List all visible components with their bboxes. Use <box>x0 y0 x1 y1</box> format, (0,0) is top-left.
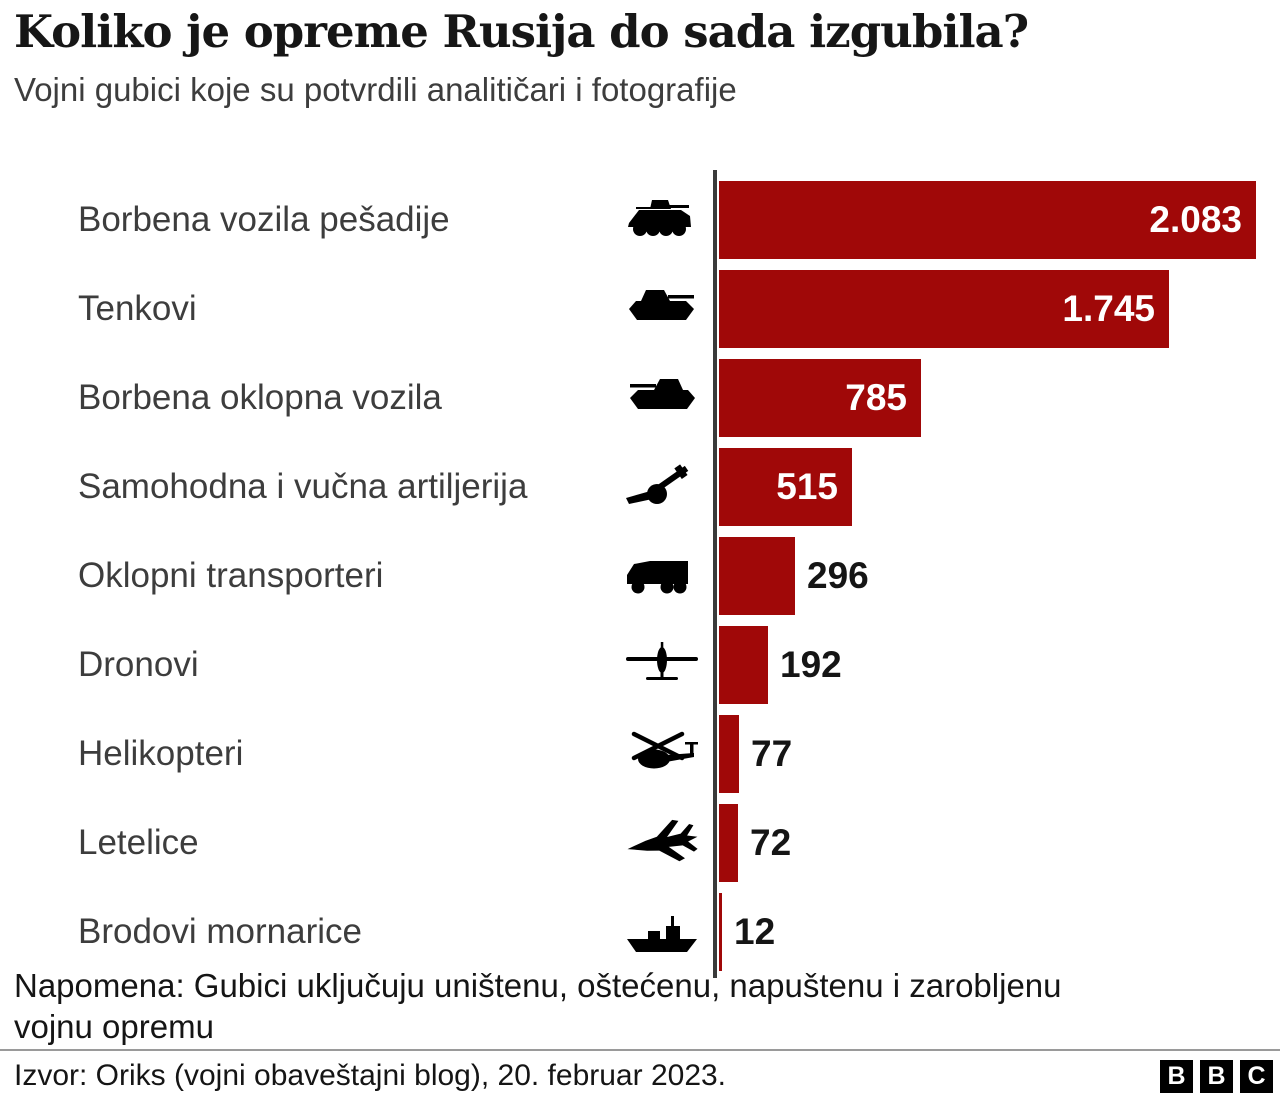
bbc-logo-letter-b2: B <box>1200 1059 1233 1093</box>
bar <box>719 893 722 971</box>
bar-area: 12 <box>719 893 1280 971</box>
tank-icon <box>622 285 702 333</box>
bar <box>719 626 768 704</box>
bar-area: 515 <box>719 448 1280 526</box>
source-text: Izvor: Oriks (vojni obaveštajni blog), 2… <box>14 1059 727 1092</box>
bar <box>719 804 738 882</box>
footnote-line2: vojnu opremu <box>14 1007 214 1045</box>
chart-row: Samohodna i vučna artiljerija 515 <box>0 448 1280 526</box>
infantry-fighting-vehicle-icon <box>622 196 702 244</box>
bar-area: 785 <box>719 359 1280 437</box>
bar-value-inside: 515 <box>776 466 838 507</box>
chart-rows: Borbena vozila pešadije 2.083 Tenkovi 1.… <box>0 181 1280 982</box>
bbc-logo-letter-b1: B <box>1160 1059 1193 1093</box>
bar: 1.745 <box>719 270 1169 348</box>
bar-value-inside: 785 <box>845 377 907 418</box>
bar <box>719 537 795 615</box>
bar-value-inside: 2.083 <box>1149 199 1242 240</box>
drone-icon <box>622 641 702 689</box>
bar-area: 1.745 <box>719 270 1280 348</box>
bar-value-outside: 12 <box>734 911 776 952</box>
navy-ship-icon <box>622 908 702 956</box>
bar: 2.083 <box>719 181 1256 259</box>
fighter-jet-icon <box>622 819 702 867</box>
bar: 785 <box>719 359 921 437</box>
armoured-fighting-vehicle-icon <box>622 374 702 422</box>
bar-value-inside: 1.745 <box>1062 288 1155 329</box>
chart-row: Dronovi 192 <box>0 626 1280 704</box>
bar-area: 77 <box>719 715 1280 793</box>
bar-area: 72 <box>719 804 1280 882</box>
bar <box>719 715 739 793</box>
page-subtitle: Vojni gubici koje su potvrdili analitiča… <box>14 70 737 108</box>
bar-value-outside: 192 <box>780 644 842 685</box>
chart-row: Borbena oklopna vozila 785 <box>0 359 1280 437</box>
category-label: Tenkovi <box>78 289 197 328</box>
category-label: Dronovi <box>78 645 199 684</box>
bbc-logo-letter-c: C <box>1240 1059 1273 1093</box>
helicopter-icon <box>622 730 702 778</box>
category-label: Borbena oklopna vozila <box>78 378 442 417</box>
category-label: Letelice <box>78 823 199 862</box>
bar-chart: Borbena vozila pešadije 2.083 Tenkovi 1.… <box>0 170 1280 980</box>
bar-value-outside: 296 <box>807 555 869 596</box>
category-label: Samohodna i vučna artiljerija <box>78 467 528 506</box>
category-label: Brodovi mornarice <box>78 912 362 951</box>
chart-row: Brodovi mornarice 12 <box>0 893 1280 971</box>
chart-row: Oklopni transporteri 296 <box>0 537 1280 615</box>
chart-header: Koliko je opreme Rusija do sada izgubila… <box>14 6 1266 109</box>
footer: Izvor: Oriks (vojni obaveštajni blog), 2… <box>0 1053 1280 1099</box>
armoured-truck-icon <box>622 552 702 600</box>
footnote-line1: Napomena: Gubici uključuju uništenu, ošt… <box>14 967 1062 1004</box>
chart-row: Letelice 72 <box>0 804 1280 882</box>
chart-row: Helikopteri 77 <box>0 715 1280 793</box>
chart-row: Borbena vozila pešadije 2.083 <box>0 181 1280 259</box>
category-label: Borbena vozila pešadije <box>78 200 450 239</box>
bar-area: 296 <box>719 537 1280 615</box>
bar-value-outside: 72 <box>750 822 792 863</box>
y-axis-line <box>713 170 717 978</box>
bar-area: 192 <box>719 626 1280 704</box>
bar: 515 <box>719 448 852 526</box>
bar-area: 2.083 <box>719 181 1280 259</box>
category-label: Oklopni transporteri <box>78 556 384 595</box>
footer-divider <box>0 1049 1280 1051</box>
footnote: Napomena: Gubici uključuju uništenu, ošt… <box>14 966 1260 1048</box>
page-title: Koliko je opreme Rusija do sada izgubila… <box>14 5 1029 58</box>
bar-value-outside: 77 <box>751 733 793 774</box>
category-label: Helikopteri <box>78 734 244 773</box>
artillery-icon <box>622 463 702 511</box>
bbc-logo: B B C <box>1160 1059 1273 1093</box>
chart-row: Tenkovi 1.745 <box>0 270 1280 348</box>
